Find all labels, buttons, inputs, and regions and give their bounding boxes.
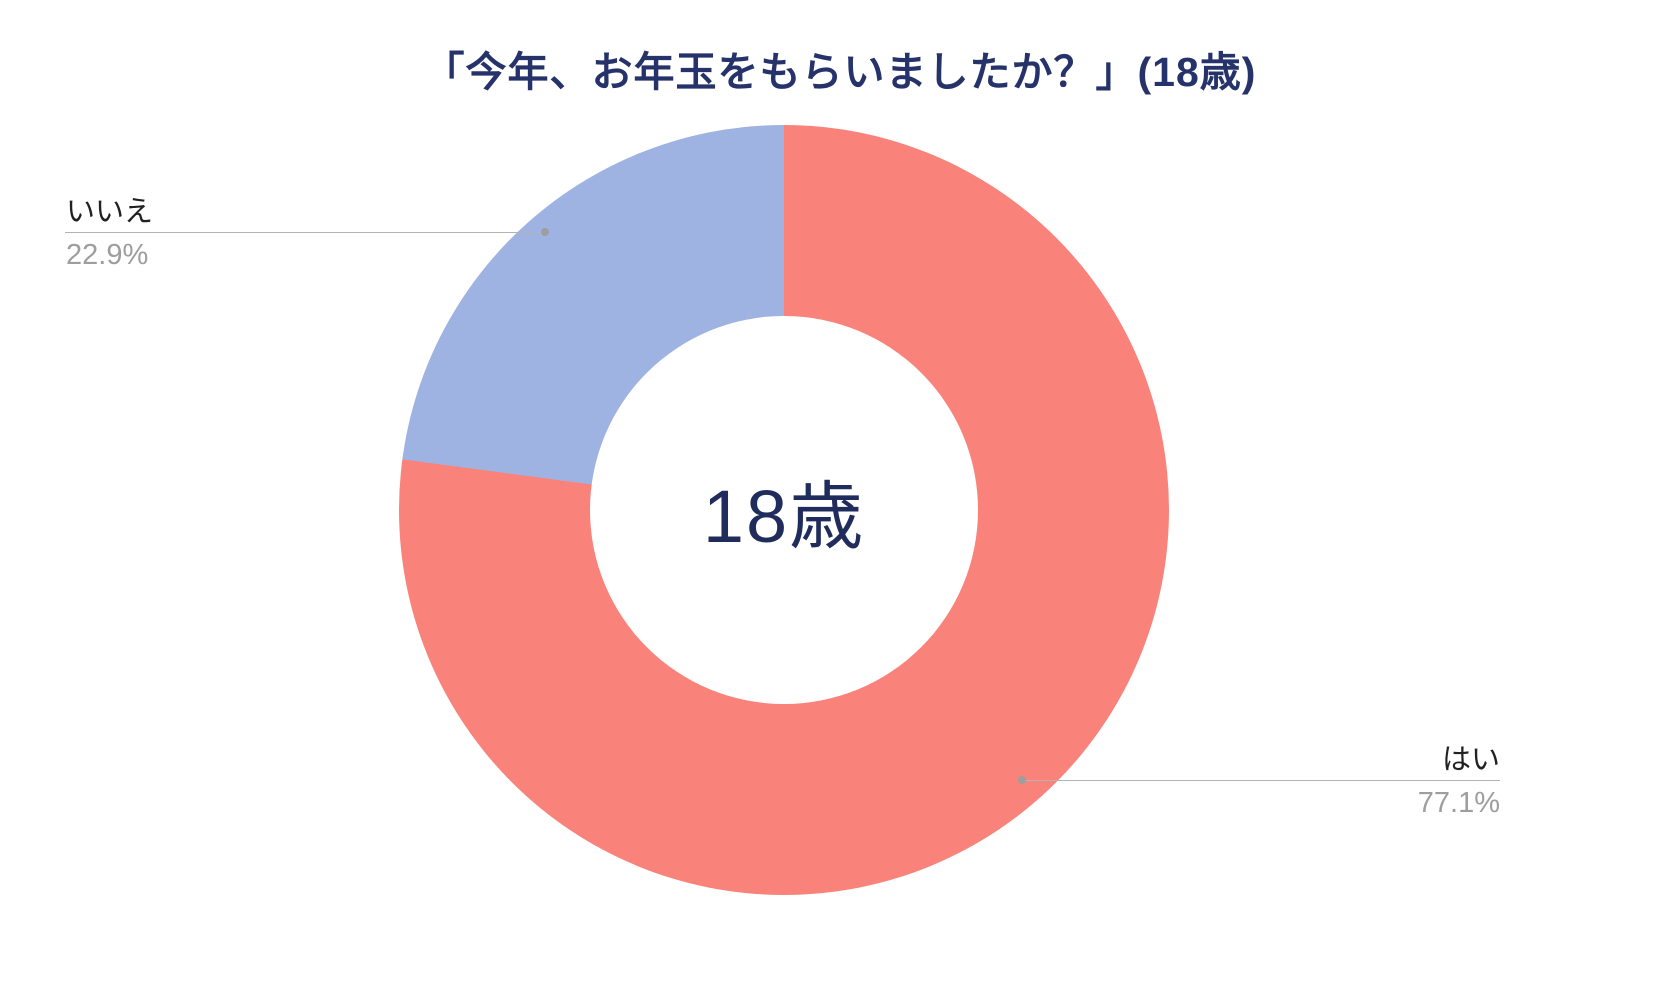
donut-hole: 18歳 bbox=[590, 316, 978, 704]
slice-percent-yes: 77.1% bbox=[1417, 787, 1500, 819]
callout-line-yes bbox=[1026, 780, 1500, 781]
slice-label-yes: はい bbox=[1441, 744, 1500, 776]
donut-chart: 18歳 bbox=[399, 125, 1169, 895]
callout-line-no bbox=[65, 232, 545, 233]
callout-dot-yes bbox=[1018, 776, 1026, 784]
donut-center-label: 18歳 bbox=[702, 474, 866, 558]
callout-dot-no bbox=[541, 228, 549, 236]
chart-title: 「今年、お年玉をもらいましたか？」(18歳) bbox=[423, 49, 1257, 95]
slice-label-no: いいえ bbox=[66, 196, 154, 228]
slice-percent-no: 22.9% bbox=[66, 239, 149, 271]
